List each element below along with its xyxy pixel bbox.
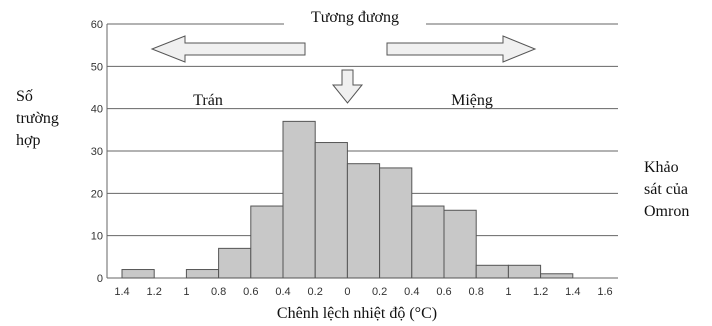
x-tick-label: 1.6 bbox=[597, 286, 612, 298]
histogram-bar bbox=[443, 209, 477, 279]
y-tick-label: 30 bbox=[91, 146, 103, 158]
histogram-bar bbox=[121, 269, 155, 279]
x-tick-label: 1.4 bbox=[565, 286, 580, 298]
histogram-bar bbox=[379, 167, 413, 279]
x-tick-label: 0 bbox=[344, 286, 350, 298]
histogram-bar bbox=[346, 163, 381, 279]
x-tick-label: 1 bbox=[183, 286, 189, 298]
histogram-bar bbox=[507, 264, 542, 279]
histogram-bar bbox=[314, 142, 348, 279]
y-tick-label: 10 bbox=[91, 231, 103, 243]
y-tick-label: 50 bbox=[91, 61, 103, 73]
y-tick-label: 20 bbox=[91, 188, 103, 200]
x-tick-label: 1.4 bbox=[114, 286, 129, 298]
histogram-bar bbox=[540, 273, 574, 279]
x-tick-label: 0.2 bbox=[308, 286, 323, 298]
x-tick-label: 1.2 bbox=[147, 286, 162, 298]
x-axis-ticks: 1.4 1.2 1 0.8 0.6 0.4 0.2 0 0.2 0.4 0.6 0.8 1 1.2 1.4 1… bbox=[114, 286, 612, 298]
x-tick-label: 0.6 bbox=[436, 286, 451, 298]
histogram-bar bbox=[475, 264, 509, 279]
x-tick-label: 1.2 bbox=[533, 286, 548, 298]
histogram-bar bbox=[218, 247, 252, 279]
left-arrow-icon bbox=[150, 35, 306, 63]
histogram-bar bbox=[282, 120, 316, 279]
y-tick-label: 60 bbox=[91, 19, 103, 31]
chart-title: Tương đương bbox=[311, 9, 399, 26]
histogram-bar bbox=[250, 205, 284, 279]
annotation-mouth: Miệng bbox=[451, 92, 493, 109]
right-arrow-icon bbox=[386, 35, 537, 63]
histogram-bar bbox=[411, 205, 445, 279]
y-tick-label: 0 bbox=[97, 273, 103, 285]
x-tick-label: 0.6 bbox=[243, 286, 258, 298]
y-tick-label: 40 bbox=[91, 104, 103, 116]
x-axis-label: Chênh lệch nhiệt độ (°C) bbox=[277, 305, 437, 322]
x-tick-label: 0.8 bbox=[469, 286, 484, 298]
y-axis-label: Số trường hợp bbox=[16, 88, 59, 149]
histogram-bar bbox=[185, 269, 220, 279]
x-tick-label: 1 bbox=[505, 286, 511, 298]
histogram-bars bbox=[121, 120, 574, 279]
x-tick-label: 0.2 bbox=[372, 286, 387, 298]
x-tick-label: 0.4 bbox=[275, 286, 290, 298]
title-backdrop bbox=[284, 6, 426, 26]
annotation-forehead: Trán bbox=[193, 92, 223, 109]
source-note: Khảo sát của Omron bbox=[644, 159, 690, 220]
x-tick-label: 0.8 bbox=[211, 286, 226, 298]
down-arrow-icon bbox=[331, 69, 364, 104]
x-tick-label: 0.4 bbox=[404, 286, 419, 298]
y-axis-ticks: 0 10 20 30 40 50 60 bbox=[91, 19, 103, 285]
